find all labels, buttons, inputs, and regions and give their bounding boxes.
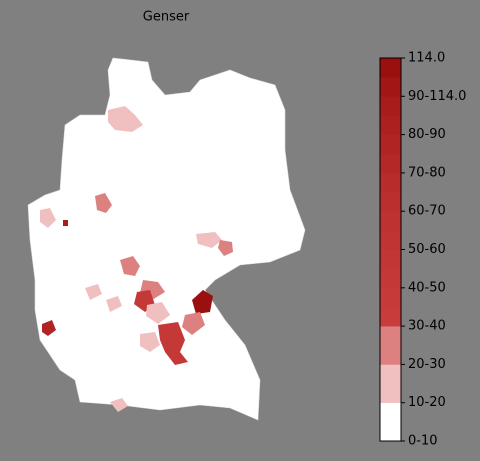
region	[140, 332, 160, 352]
colorbar-segment	[380, 364, 401, 403]
country-outline	[27, 57, 306, 421]
colorbar-label: 80-90	[408, 127, 446, 142]
region	[146, 302, 170, 324]
colorbar-label: 10-20	[408, 395, 446, 410]
colorbar-segment	[380, 249, 401, 269]
colorbar-segment	[380, 287, 401, 308]
colorbar-label: 70-80	[408, 165, 446, 180]
colorbar-segment	[380, 77, 401, 97]
region	[196, 232, 222, 248]
region	[158, 322, 188, 365]
colorbar-segment	[380, 96, 401, 116]
colorbar-segment	[380, 115, 401, 135]
colorbar-segment	[380, 326, 401, 365]
colorbar-label: 20-30	[408, 357, 446, 372]
colorbar-segment	[380, 230, 401, 250]
region	[85, 284, 102, 300]
colorbar-segment	[380, 402, 401, 442]
colorbar-segment	[380, 306, 401, 327]
colorbar-label: 90-114.0	[408, 89, 466, 104]
colorbar: 0-10 10-20 20-30 30-40 40-50 50-60 60-70 70-80 8…	[379, 51, 466, 449]
region	[63, 220, 68, 226]
region	[95, 193, 112, 213]
colorbar-label: 114.0	[408, 51, 445, 66]
colorbar-segment	[380, 268, 401, 289]
colorbar-label: 30-40	[408, 319, 446, 334]
region	[182, 312, 205, 335]
colorbar-segment	[380, 211, 401, 231]
region	[218, 240, 233, 256]
colorbar-label: 0-10	[408, 434, 438, 449]
germany-map	[27, 57, 306, 421]
map-title: Genser	[143, 10, 190, 25]
colorbar-label: 50-60	[408, 242, 446, 257]
region	[42, 320, 56, 336]
colorbar-segment	[380, 153, 401, 174]
colorbar-segment	[380, 172, 401, 193]
region	[108, 106, 143, 132]
colorbar-segment	[380, 134, 401, 155]
region	[120, 256, 140, 276]
region	[192, 290, 213, 314]
colorbar-label: 40-50	[408, 280, 446, 295]
colorbar-segment	[380, 58, 401, 78]
region	[106, 296, 122, 312]
colorbar-label: 60-70	[408, 204, 446, 219]
region	[40, 208, 56, 228]
colorbar-segment	[380, 192, 401, 212]
region	[110, 398, 128, 412]
